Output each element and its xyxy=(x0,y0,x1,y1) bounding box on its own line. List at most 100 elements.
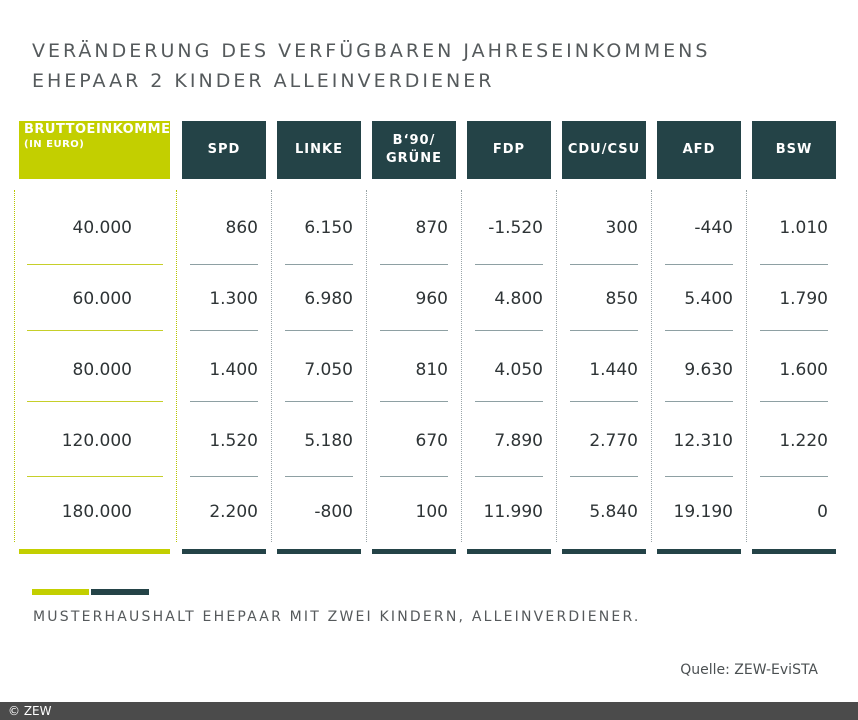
value-cell: 1.300 xyxy=(209,289,258,309)
row-separator xyxy=(380,401,448,402)
value-cell: 4.800 xyxy=(494,289,543,309)
row-separator xyxy=(570,401,638,402)
row-separator xyxy=(190,330,258,331)
income-cell: 180.000 xyxy=(61,502,132,522)
divider-line xyxy=(176,190,177,542)
value-cell: -800 xyxy=(314,502,353,522)
divider-line xyxy=(366,190,367,542)
row-separator xyxy=(27,330,163,331)
header-income-label: BRUTTOEINKOMMEN xyxy=(24,122,182,137)
row-separator xyxy=(475,264,543,265)
value-cell: 960 xyxy=(415,289,448,309)
legend-bar-green xyxy=(32,589,89,595)
row-separator xyxy=(380,330,448,331)
row-separator xyxy=(760,476,828,477)
chart-title: VERÄNDERUNG DES VERFÜGBAREN JAHRESEINKOM… xyxy=(32,36,710,96)
value-cell: 4.050 xyxy=(494,360,543,380)
row-separator xyxy=(475,401,543,402)
column-footer-bar xyxy=(562,549,646,554)
divider-line xyxy=(651,190,652,542)
value-cell: 9.630 xyxy=(684,360,733,380)
value-cell: 1.440 xyxy=(589,360,638,380)
divider-line xyxy=(271,190,272,542)
value-cell: 6.150 xyxy=(304,218,353,238)
row-separator xyxy=(570,330,638,331)
value-cell: 5.400 xyxy=(684,289,733,309)
value-cell: 2.200 xyxy=(209,502,258,522)
row-separator xyxy=(380,264,448,265)
header-afd: AFD xyxy=(657,121,741,179)
value-cell: 850 xyxy=(605,289,638,309)
value-cell: 100 xyxy=(415,502,448,522)
column-footer-bar xyxy=(372,549,456,554)
column-footer-bar xyxy=(657,549,741,554)
header-linke: LINKE xyxy=(277,121,361,179)
row-separator xyxy=(475,476,543,477)
header-b-90-gr-ne: B‘90/GRÜNE xyxy=(372,121,456,179)
title-line-2: EHEPAAR 2 KINDER ALLEINVERDIENER xyxy=(32,70,495,92)
value-cell: 810 xyxy=(415,360,448,380)
column-footer-bar xyxy=(182,549,266,554)
row-separator xyxy=(760,401,828,402)
legend-bar-dark xyxy=(91,589,149,595)
income-cell: 60.000 xyxy=(72,289,132,309)
value-cell: -1.520 xyxy=(488,218,543,238)
value-cell: 11.990 xyxy=(483,502,543,522)
value-cell: 5.180 xyxy=(304,431,353,451)
row-separator xyxy=(190,264,258,265)
divider-line xyxy=(14,190,15,542)
row-separator xyxy=(665,401,733,402)
value-cell: 1.010 xyxy=(779,218,828,238)
income-cell: 80.000 xyxy=(72,360,132,380)
column-footer-bar xyxy=(467,549,551,554)
header-fdp: FDP xyxy=(467,121,551,179)
row-separator xyxy=(665,264,733,265)
footnote: MUSTERHAUSHALT EHEPAAR MIT ZWEI KINDERN,… xyxy=(33,609,641,625)
value-cell: 1.220 xyxy=(779,431,828,451)
value-cell: 1.790 xyxy=(779,289,828,309)
row-separator xyxy=(475,330,543,331)
title-line-1: VERÄNDERUNG DES VERFÜGBAREN JAHRESEINKOM… xyxy=(32,40,711,62)
value-cell: 870 xyxy=(415,218,448,238)
divider-line xyxy=(556,190,557,542)
row-separator xyxy=(27,476,163,477)
row-separator xyxy=(665,330,733,331)
income-cell: 120.000 xyxy=(61,431,132,451)
value-cell: 300 xyxy=(605,218,638,238)
copyright-bar: © ZEW xyxy=(0,702,858,720)
row-separator xyxy=(760,264,828,265)
row-separator xyxy=(285,330,353,331)
header-spd: SPD xyxy=(182,121,266,179)
value-cell: 12.310 xyxy=(673,431,733,451)
header-cdu-csu: CDU/CSU xyxy=(562,121,646,179)
header-bsw: BSW xyxy=(752,121,836,179)
header-income-unit: (IN EURO) xyxy=(24,139,85,150)
row-separator xyxy=(380,476,448,477)
value-cell: 670 xyxy=(415,431,448,451)
row-separator xyxy=(285,401,353,402)
value-cell: 1.400 xyxy=(209,360,258,380)
value-cell: 7.890 xyxy=(494,431,543,451)
row-separator xyxy=(285,264,353,265)
value-cell: 1.600 xyxy=(779,360,828,380)
income-cell: 40.000 xyxy=(72,218,132,238)
source-note: Quelle: ZEW-EviSTA xyxy=(680,662,818,678)
row-separator xyxy=(285,476,353,477)
divider-line xyxy=(746,190,747,542)
value-cell: -440 xyxy=(694,218,733,238)
divider-line xyxy=(461,190,462,542)
value-cell: 860 xyxy=(225,218,258,238)
column-footer-bar xyxy=(752,549,836,554)
row-separator xyxy=(570,264,638,265)
column-footer-bar xyxy=(277,549,361,554)
row-separator xyxy=(570,476,638,477)
value-cell: 1.520 xyxy=(209,431,258,451)
row-separator xyxy=(190,401,258,402)
row-separator xyxy=(760,330,828,331)
value-cell: 0 xyxy=(817,502,828,522)
row-separator xyxy=(27,401,163,402)
row-separator xyxy=(665,476,733,477)
value-cell: 7.050 xyxy=(304,360,353,380)
row-separator xyxy=(190,476,258,477)
value-cell: 19.190 xyxy=(673,502,733,522)
